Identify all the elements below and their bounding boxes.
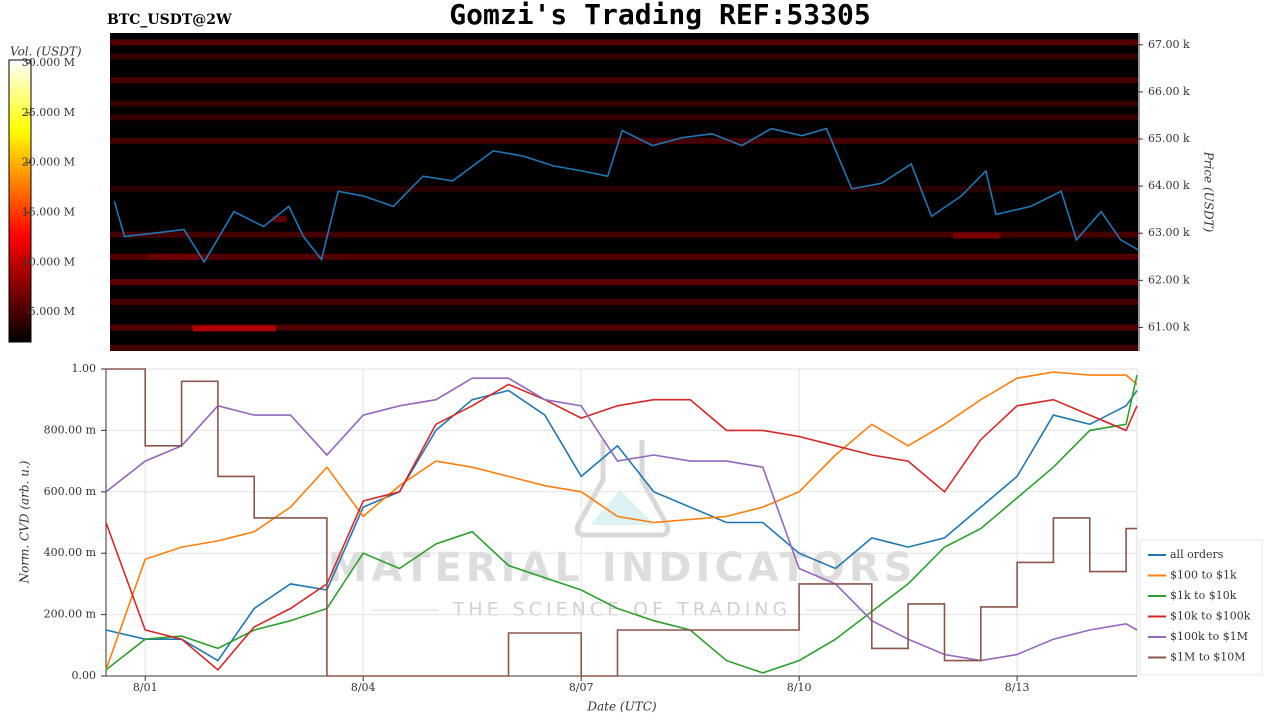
series-line (105, 383, 1138, 672)
heat-band (110, 77, 1138, 84)
cvd-plot-bg (105, 368, 1138, 677)
y-tick-label: 65.00 k (1148, 132, 1190, 145)
y-tick-label: 66.00 k (1148, 85, 1190, 98)
heat-band (110, 253, 1138, 260)
series-line (105, 377, 1138, 662)
chart-title: Gomzi's Trading REF:53305 (449, 0, 870, 31)
x-tick-label: 8/04 (351, 681, 376, 694)
series-line (105, 389, 1138, 662)
legend-label: $100k to $1M (1170, 630, 1248, 643)
x-axis-label: Date (UTC) (586, 700, 656, 714)
y-tick-label: 64.00 k (1148, 179, 1190, 192)
symbol: BTC_USDT@2W (107, 12, 232, 28)
y-tick-label: 0.00 (72, 669, 97, 682)
legend-label: $1M to $10M (1170, 651, 1246, 664)
y-tick-label: 600.00 m (44, 485, 97, 498)
heatmap-bg (110, 33, 1138, 351)
y-tick-label: 63.00 k (1148, 226, 1190, 239)
heat-band (110, 39, 1138, 46)
y-tick-label: 1.00 (72, 362, 97, 375)
heat-band (110, 324, 1138, 331)
y-tick-label: 67.00 k (1148, 38, 1190, 51)
heat-band (953, 232, 1001, 239)
cvd-axis-label: Norm. CVD (arb. u.) (18, 460, 32, 584)
heat-band (149, 253, 200, 260)
heat-band (272, 216, 287, 223)
colorbar-tick-label: 5.000 M (29, 305, 75, 318)
x-tick-label: 8/13 (1005, 681, 1030, 694)
heat-band (110, 279, 1138, 286)
heat-band (110, 344, 1138, 351)
series-line (105, 371, 1138, 671)
price-line (113, 127, 1139, 264)
legend-box (1139, 539, 1263, 676)
heat-band (110, 185, 1138, 192)
legend-label: $10k to $100k (1170, 610, 1251, 623)
legend: all orders $100 to $1k $1k to $10k $10k to … (1139, 539, 1263, 676)
y-tick-label: 200.00 m (44, 608, 97, 621)
colorbar-tick-label: 15.000 M (22, 205, 75, 218)
colorbar-tick-label: 25.000 M (22, 106, 75, 119)
watermark-logo (574, 440, 671, 538)
series-line (105, 374, 1138, 674)
heat-band (110, 231, 1138, 238)
x-tick-label: 8/07 (569, 681, 594, 694)
y-tick-label: 400.00 m (44, 546, 97, 559)
colorbar-label: Vol. (USDT) (10, 45, 82, 59)
colorbar-tick-label: 30.000 M (22, 56, 75, 69)
heat-band (110, 53, 1138, 60)
heat-band (110, 137, 1138, 144)
heat-band (110, 114, 1138, 121)
legend-label: all orders (1170, 548, 1224, 561)
x-tick-label: 8/10 (787, 681, 812, 694)
colorbar (8, 59, 32, 343)
heat-band (192, 325, 276, 332)
y-tick-label: 61.00 k (1148, 320, 1190, 333)
y-tick-label: 800.00 m (44, 423, 97, 436)
y-tick-label: 62.00 k (1148, 273, 1190, 286)
x-tick-label: 8/01 (133, 681, 158, 694)
series-line (106, 368, 1137, 677)
colorbar-tick-label: 10.000 M (22, 255, 75, 268)
heat-band (110, 100, 1138, 107)
heat-band (110, 299, 1138, 306)
colorbar-tick-label: 20.000 M (22, 156, 75, 169)
legend-label: $1k to $10k (1170, 589, 1237, 602)
price-axis-label: Price (USDT) (1202, 151, 1216, 233)
legend-label: $100 to $1k (1170, 569, 1237, 582)
